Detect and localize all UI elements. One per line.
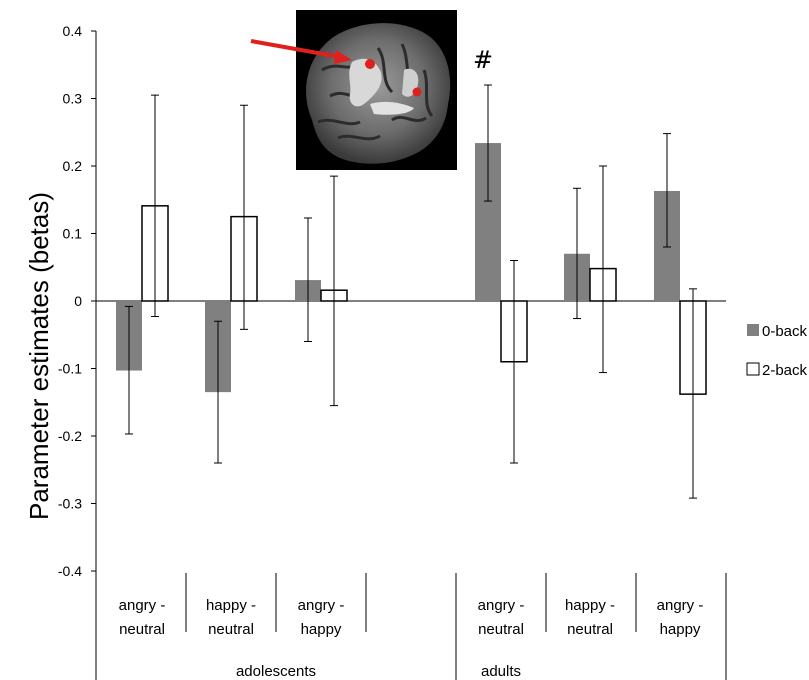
category-label-line2: neutral bbox=[208, 621, 254, 638]
category-label-line1: angry - bbox=[298, 597, 345, 614]
category-label-line2: neutral bbox=[567, 621, 613, 638]
legend-swatch-2-back bbox=[746, 362, 760, 376]
y-tick-label: 0.4 bbox=[63, 23, 83, 39]
category-label-line2: happy bbox=[660, 621, 701, 638]
group-label: adolescents bbox=[236, 663, 316, 680]
category-label-line1: angry - bbox=[657, 597, 704, 614]
category-label-line1: angry - bbox=[119, 597, 166, 614]
bars bbox=[116, 84, 707, 499]
category-label-line2: neutral bbox=[478, 621, 524, 638]
y-tick-label: 0.1 bbox=[63, 226, 83, 242]
category-label-line2: happy bbox=[301, 621, 342, 638]
category-label-line1: angry - bbox=[478, 597, 525, 614]
category-axis: angry - neutral happy - neutral angry - happy… bbox=[95, 573, 727, 680]
y-tick-label: -0.2 bbox=[58, 428, 82, 444]
y-axis: 0.4 0.3 0.2 0.1 0 -0.1 -0.2 -0.3 -0.4 bbox=[58, 23, 726, 680]
y-axis-label: Parameter estimates (betas) bbox=[24, 192, 54, 520]
y-tick-label: 0.3 bbox=[63, 91, 83, 107]
category-label-line1: happy - bbox=[206, 597, 256, 614]
y-tick-label: -0.3 bbox=[58, 496, 82, 512]
group-label: adults bbox=[481, 663, 521, 680]
y-tick-label: 0 bbox=[74, 293, 82, 309]
legend-label-0-back: 0-back bbox=[762, 323, 808, 340]
significance-annotation: # bbox=[473, 46, 493, 74]
legend-swatch-0-back bbox=[747, 324, 759, 336]
category-label-line1: happy - bbox=[565, 597, 615, 614]
legend: 0-back 2-back bbox=[746, 323, 808, 379]
category-label-line2: neutral bbox=[119, 621, 165, 638]
y-tick-label: -0.4 bbox=[58, 563, 82, 579]
y-tick-label: -0.1 bbox=[58, 361, 82, 377]
red-arrow-icon bbox=[250, 39, 352, 64]
brain-inset-image bbox=[296, 10, 457, 170]
y-tick-label: 0.2 bbox=[63, 158, 83, 174]
legend-label-2-back: 2-back bbox=[762, 362, 808, 379]
